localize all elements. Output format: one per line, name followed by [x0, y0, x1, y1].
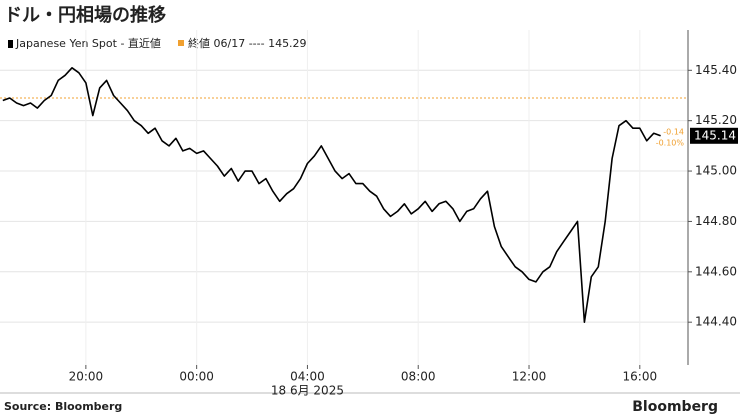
y-tick-label: 145.20	[695, 113, 737, 127]
x-tick-label: 12:00	[512, 370, 547, 384]
brand: Bloomberg	[632, 399, 718, 415]
source: Source: Bloomberg	[4, 400, 122, 413]
legend-swatch	[8, 40, 13, 48]
last-value-label: 145.14	[694, 128, 736, 142]
x-tick-label: 08:00	[401, 370, 436, 384]
y-tick-label: 144.60	[695, 264, 737, 278]
x-tick-label: 00:00	[179, 370, 214, 384]
x-tick-label: 16:00	[623, 370, 658, 384]
date-label: 18 6月 2025	[271, 384, 344, 398]
last-value-box	[690, 127, 738, 144]
change-annotation: -0.14	[663, 127, 684, 136]
y-tick-label: 144.80	[695, 214, 737, 228]
y-tick-label: 145.40	[695, 63, 737, 77]
x-tick-label: 20:00	[69, 370, 104, 384]
chart-title: ドル・円相場の推移	[4, 4, 166, 26]
price-line	[2, 67, 661, 323]
legend-swatch	[178, 40, 184, 46]
y-tick-label: 144.40	[695, 315, 737, 329]
legend-label: Japanese Yen Spot - 直近値	[15, 36, 161, 50]
x-tick-label: 04:00	[290, 370, 325, 384]
legend-label: 終値 06/17 ---- 145.29	[188, 36, 307, 50]
y-tick-label: 145.00	[695, 164, 737, 178]
change-annotation: -0.10%	[656, 138, 685, 147]
